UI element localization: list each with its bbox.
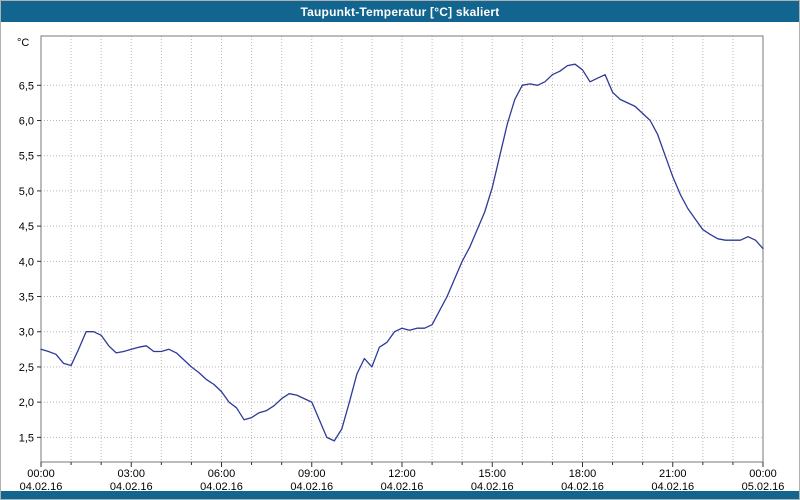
x-tick-date-label: 04.02.16 (381, 481, 424, 493)
x-tick-date-label: 04.02.16 (110, 481, 153, 493)
y-tick-label: 6,5 (19, 80, 34, 92)
x-tick-time-label: 09:00 (298, 468, 326, 480)
y-tick-label: 1,5 (19, 432, 34, 444)
x-tick-time-label: 18:00 (569, 468, 597, 480)
x-tick-date-label: 04.02.16 (471, 481, 514, 493)
y-axis-unit-label: °C (17, 37, 30, 49)
title-bar: Taupunkt-Temperatur [°C] skaliert (1, 1, 799, 22)
x-tick-time-label: 21:00 (659, 468, 687, 480)
bottom-strip (1, 491, 799, 499)
x-tick-date-label: 04.02.16 (561, 481, 604, 493)
y-tick-label: 4,0 (19, 256, 34, 268)
x-tick-date-label: 04.02.16 (651, 481, 694, 493)
chart-title: Taupunkt-Temperatur [°C] skaliert (300, 4, 500, 19)
x-tick-date-label: 05.02.16 (742, 481, 785, 493)
x-tick-time-label: 03:00 (117, 468, 145, 480)
x-tick-date-label: 04.02.16 (20, 481, 63, 493)
y-tick-label: 2,5 (19, 362, 34, 374)
x-tick-time-label: 00:00 (27, 468, 55, 480)
y-tick-label: 3,0 (19, 327, 34, 339)
x-tick-date-label: 04.02.16 (290, 481, 333, 493)
x-tick-time-label: 15:00 (478, 468, 506, 480)
x-tick-date-label: 04.02.16 (200, 481, 243, 493)
y-tick-label: 5,0 (19, 186, 34, 198)
y-tick-label: 5,5 (19, 151, 34, 163)
y-tick-label: 3,5 (19, 292, 34, 304)
x-tick-time-label: 06:00 (208, 468, 236, 480)
dewpoint-line-chart: 6,56,05,55,04,54,03,53,02,52,01,500:0004… (19, 35, 785, 493)
y-tick-label: 2,0 (19, 397, 34, 409)
dewpoint-series-line (40, 63, 764, 442)
y-tick-label: 4,5 (19, 221, 34, 233)
y-tick-label: 6,0 (19, 115, 34, 127)
x-tick-time-label: 12:00 (388, 468, 416, 480)
x-tick-time-label: 00:00 (749, 468, 777, 480)
